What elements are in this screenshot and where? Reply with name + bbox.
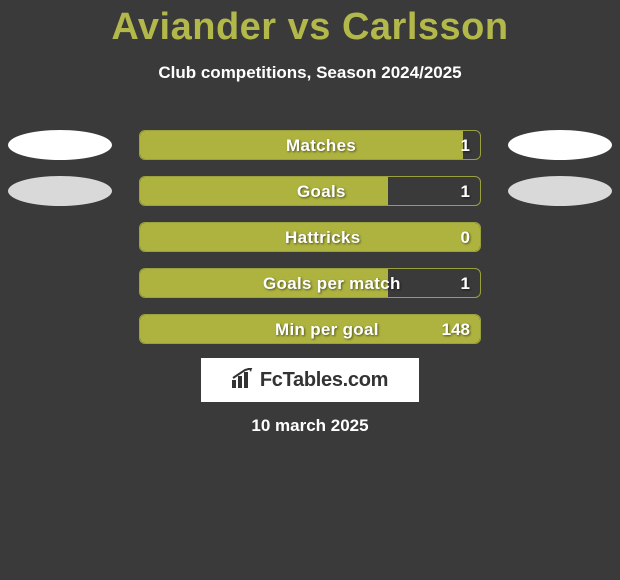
bar-label: Min per goal — [275, 315, 379, 344]
comparison-rows: Matches 1 Goals 1 Hattricks 0 Goals per match 1… — [0, 128, 620, 358]
comparison-row: Min per goal 148 — [0, 312, 620, 358]
comparison-row: Hattricks 0 — [0, 220, 620, 266]
left-ellipse — [8, 130, 112, 160]
bar-track: Matches 1 — [139, 130, 481, 160]
bar-track: Goals per match 1 — [139, 268, 481, 298]
bar-label: Goals — [297, 177, 346, 206]
left-ellipse — [8, 176, 112, 206]
comparison-row: Goals 1 — [0, 174, 620, 220]
bar-value: 1 — [461, 177, 470, 206]
brand-badge[interactable]: FcTables.com — [201, 358, 419, 402]
brand-text: FcTables.com — [260, 369, 388, 392]
bar-track: Min per goal 148 — [139, 314, 481, 344]
right-ellipse — [508, 176, 612, 206]
bar-label: Matches — [286, 131, 356, 160]
bar-label: Goals per match — [263, 269, 401, 298]
bar-track: Goals 1 — [139, 176, 481, 206]
bar-value: 1 — [461, 269, 470, 298]
page-title: Aviander vs Carlsson — [0, 6, 620, 49]
bar-track: Hattricks 0 — [139, 222, 481, 252]
subtitle: Club competitions, Season 2024/2025 — [0, 63, 620, 83]
comparison-card: Aviander vs Carlsson Club competitions, … — [0, 6, 620, 580]
bar-value: 148 — [442, 315, 470, 344]
comparison-row: Goals per match 1 — [0, 266, 620, 312]
date-label: 10 march 2025 — [0, 416, 620, 436]
bar-value: 1 — [461, 131, 470, 160]
chart-icon — [232, 368, 254, 393]
right-ellipse — [508, 130, 612, 160]
bar-label: Hattricks — [285, 223, 360, 252]
bar-value: 0 — [461, 223, 470, 252]
bar-fill — [140, 177, 388, 205]
comparison-row: Matches 1 — [0, 128, 620, 174]
